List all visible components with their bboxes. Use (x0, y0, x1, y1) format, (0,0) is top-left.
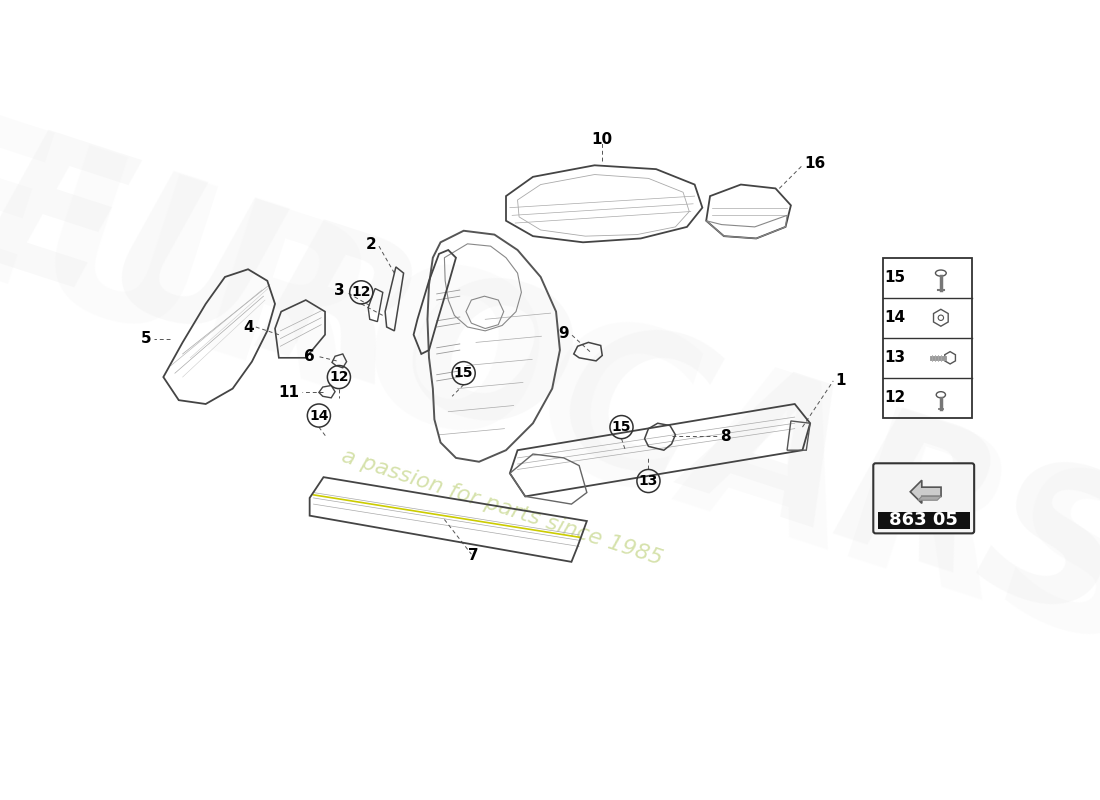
Text: 5: 5 (141, 331, 152, 346)
Text: 12: 12 (884, 390, 905, 406)
Text: 15: 15 (454, 366, 473, 380)
Text: 8: 8 (720, 429, 730, 444)
Text: 11: 11 (278, 385, 299, 400)
Text: 13: 13 (639, 474, 658, 488)
Text: 15: 15 (612, 420, 631, 434)
FancyBboxPatch shape (873, 463, 975, 534)
Text: 10: 10 (592, 132, 613, 147)
Text: 14: 14 (884, 310, 905, 326)
FancyBboxPatch shape (878, 512, 969, 529)
Text: a passion for parts since 1985: a passion for parts since 1985 (339, 446, 666, 570)
Text: 9: 9 (559, 326, 569, 341)
Text: 14: 14 (309, 409, 329, 422)
Text: 12: 12 (329, 370, 349, 384)
Polygon shape (917, 496, 942, 500)
Text: 3: 3 (333, 283, 344, 298)
Text: 4: 4 (243, 319, 253, 334)
Text: 863 05: 863 05 (889, 511, 958, 530)
Polygon shape (911, 480, 942, 503)
Text: 2: 2 (366, 237, 376, 252)
Text: EUROCARS: EUROCARS (0, 94, 1100, 699)
Text: 15: 15 (884, 270, 905, 286)
Text: 6: 6 (305, 349, 315, 364)
Text: 13: 13 (884, 350, 905, 366)
Text: 7: 7 (469, 548, 478, 563)
Text: 12: 12 (352, 286, 371, 299)
Text: 16: 16 (805, 156, 826, 171)
Text: EUROCARS: EUROCARS (0, 115, 1100, 662)
Text: 1: 1 (836, 374, 846, 388)
